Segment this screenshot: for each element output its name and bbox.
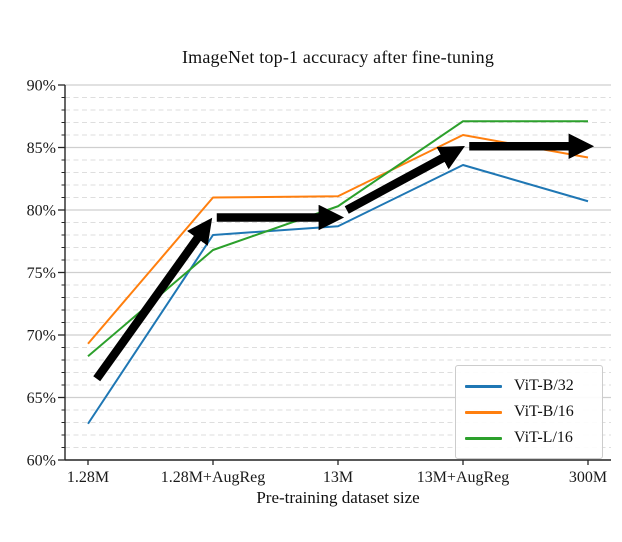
series-line-vit-b-16 bbox=[87, 134, 589, 345]
legend: ViT-B/32 ViT-B/16 ViT-L/16 bbox=[455, 365, 603, 459]
y-tick-label: 80% bbox=[27, 203, 56, 220]
x-tick-label: 13M+AugReg bbox=[417, 469, 510, 486]
y-tick-label: 85% bbox=[27, 140, 56, 157]
x-tick-label: 1.28M+AugReg bbox=[161, 469, 266, 486]
legend-line-sample-vit-b32 bbox=[465, 384, 502, 388]
x-tick-label: 13M bbox=[323, 469, 353, 486]
legend-line-sample-vit-l16 bbox=[465, 436, 502, 440]
legend-item: ViT-L/16 bbox=[465, 425, 592, 451]
series-line-vit-l-16 bbox=[87, 120, 588, 358]
emphasis-arrow bbox=[344, 146, 465, 214]
emphasis-arrow bbox=[93, 217, 213, 382]
legend-item: ViT-B/32 bbox=[465, 373, 592, 399]
x-tick-label: 1.28M bbox=[67, 469, 109, 486]
x-tick-label: 300M bbox=[569, 469, 607, 486]
y-tick-label: 75% bbox=[27, 265, 56, 282]
legend-line-sample-vit-b16 bbox=[465, 410, 502, 414]
legend-label: ViT-L/16 bbox=[514, 429, 573, 446]
legend-item: ViT-B/16 bbox=[465, 399, 592, 425]
y-tick-label: 65% bbox=[27, 390, 56, 407]
y-tick-label: 70% bbox=[27, 328, 56, 345]
chart-title: ImageNet top-1 accuracy after fine-tunin… bbox=[181, 47, 495, 67]
x-axis-label: Pre-training dataset size bbox=[256, 488, 420, 507]
y-tick-label: 90% bbox=[27, 78, 56, 95]
legend-label: ViT-B/32 bbox=[514, 377, 574, 394]
legend-label: ViT-B/16 bbox=[514, 403, 574, 420]
y-tick-label: 60% bbox=[27, 453, 56, 470]
